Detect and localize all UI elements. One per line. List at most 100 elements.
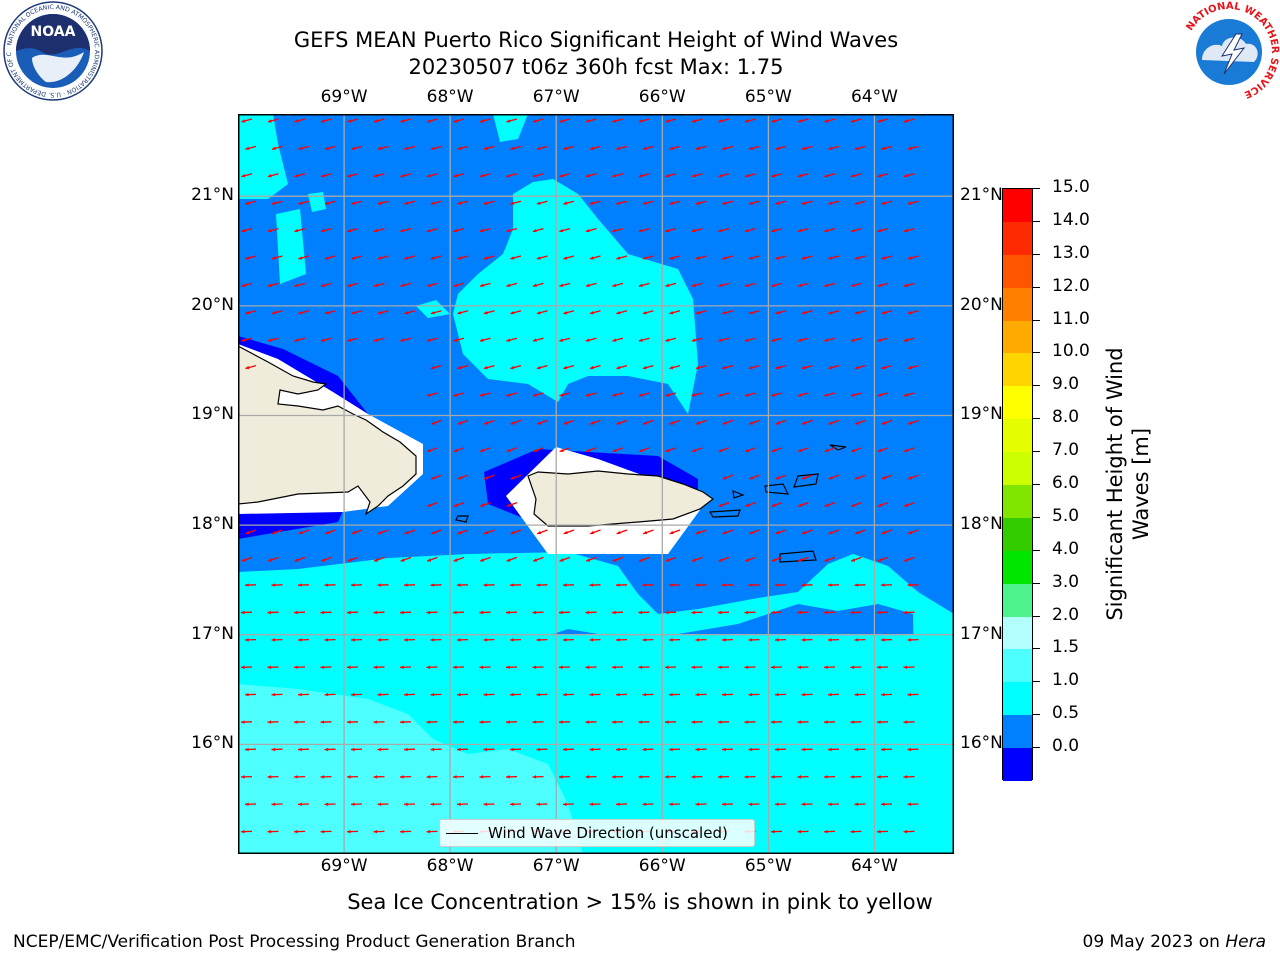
wave-arrow-head [850,228,855,233]
colorbar-tick-mark [1033,516,1040,518]
wave-arrow-head [453,448,458,452]
wave-arrow-head [748,146,753,150]
lat-tick-label: 16°N [960,733,1003,754]
wave-arrow-head [692,448,697,452]
wave-arrow-head [457,365,462,370]
wave-arrow-head [536,256,541,260]
colorbar-tick-mark [1033,188,1040,189]
wave-arrow-head [457,421,462,425]
wave-arrow-head [828,365,833,370]
wave-arrow-head [748,747,753,752]
wave-arrow-head [775,747,779,752]
wave-arrow-head [324,311,329,315]
wave-arrow-head [850,720,855,724]
wave-arrow-head [744,610,749,615]
wave-arrow-head [907,201,912,205]
wave-arrow-head [245,256,250,260]
wave-arrow-head [404,692,408,697]
wave-arrow-head [877,665,881,669]
wave-arrow-head [563,638,567,642]
wave-arrow-head [245,583,249,587]
wave-arrow-head [877,558,882,562]
wave-arrow-head [585,228,590,233]
wave-arrow-head [241,665,245,669]
wave-arrow-head [669,311,674,315]
wave-arrow-head [695,365,700,370]
wave-arrow-head [903,283,908,287]
colorbar-tick-label: 3.0 [1052,571,1080,592]
wave-arrow-head [404,583,408,587]
wave-arrow-head [718,448,723,452]
wave-arrow-head [669,638,673,642]
wave-arrow-head [453,119,458,123]
wave-arrow-head [907,802,912,806]
wave-arrow-head [479,119,484,123]
graticule [238,114,954,854]
wave-arrow-head [855,476,860,480]
lon-tick-label: 69°W [320,87,368,107]
wave-arrow-head [351,530,356,535]
wave-arrow-head [881,692,885,697]
wave-arrow-head [510,583,514,587]
colorbar-tick-mark [1033,484,1040,485]
wave-arrow-head [453,338,458,342]
wave-arrow-head [426,228,431,233]
wave-arrow-head [616,802,620,806]
wave-arrow-head [669,256,674,260]
lon-tick-label: 68°W [426,87,474,107]
wave-arrow-head [798,558,803,562]
wave-arrow-head [665,775,669,779]
nws-logo-icon: NATIONAL WEATHER SERVICE [1180,1,1280,100]
wave-arrow-head [775,256,780,260]
footer-host: Hera [1225,932,1266,952]
wave-arrow-head [903,338,908,342]
wave-arrow-head [665,228,670,233]
wave-arrow-head [801,311,806,315]
wave-arrow-head [616,256,621,260]
wave-arrow-head [907,583,912,587]
wave-arrow-head [828,530,833,535]
wave-arrow-head [850,775,855,779]
wave-arrow-head [241,338,246,342]
wave-arrow-head [877,829,881,834]
wave-arrow-head [612,720,616,724]
wave-arrow-head [431,530,436,535]
wave-arrow-head [457,530,462,535]
wave-arrow-head [431,421,436,425]
wave-arrow-head [483,802,488,806]
wave-arrow-head [320,174,325,178]
wave-arrow-head [589,583,594,587]
wave-arrow-head [824,558,829,562]
wave-arrow-head [324,146,329,150]
colorbar-segment [1003,287,1032,322]
lat-tick-label: 16°N [191,733,234,754]
wave-arrow-head [903,720,908,724]
wave-arrow-head [351,747,355,752]
wave-arrow-head [506,558,511,562]
wave-arrow-head [797,283,802,287]
legend-label: Wind Wave Direction (unscaled) [488,824,728,842]
wave-arrow-head [536,201,541,205]
wave-arrow-head [373,665,378,669]
wave-arrow-head [612,610,616,615]
wave-arrow-head [510,638,514,642]
wave-arrow-head [426,775,431,779]
wave-arrow-head [642,802,647,806]
wave-arrow-head [267,829,272,834]
wave-arrow-head [616,530,621,535]
wave-arrow-head [903,174,908,178]
wave-arrow-head [374,558,379,562]
wave-arrow-head [612,283,617,287]
wave-arrow-head [722,583,726,587]
wave-arrow-head [536,802,541,806]
wave-arrow-head [431,476,436,480]
wave-arrow-head [559,174,564,178]
wave-arrow-head [563,146,568,150]
wave-arrow-head [771,503,776,507]
wave-arrow-head [695,256,700,260]
wave-arrow-head [801,365,806,370]
wave-arrow-head [483,201,488,205]
wave-arrow-head [373,829,378,834]
wave-arrow-head [271,747,276,752]
wave-arrow-head [797,665,802,669]
